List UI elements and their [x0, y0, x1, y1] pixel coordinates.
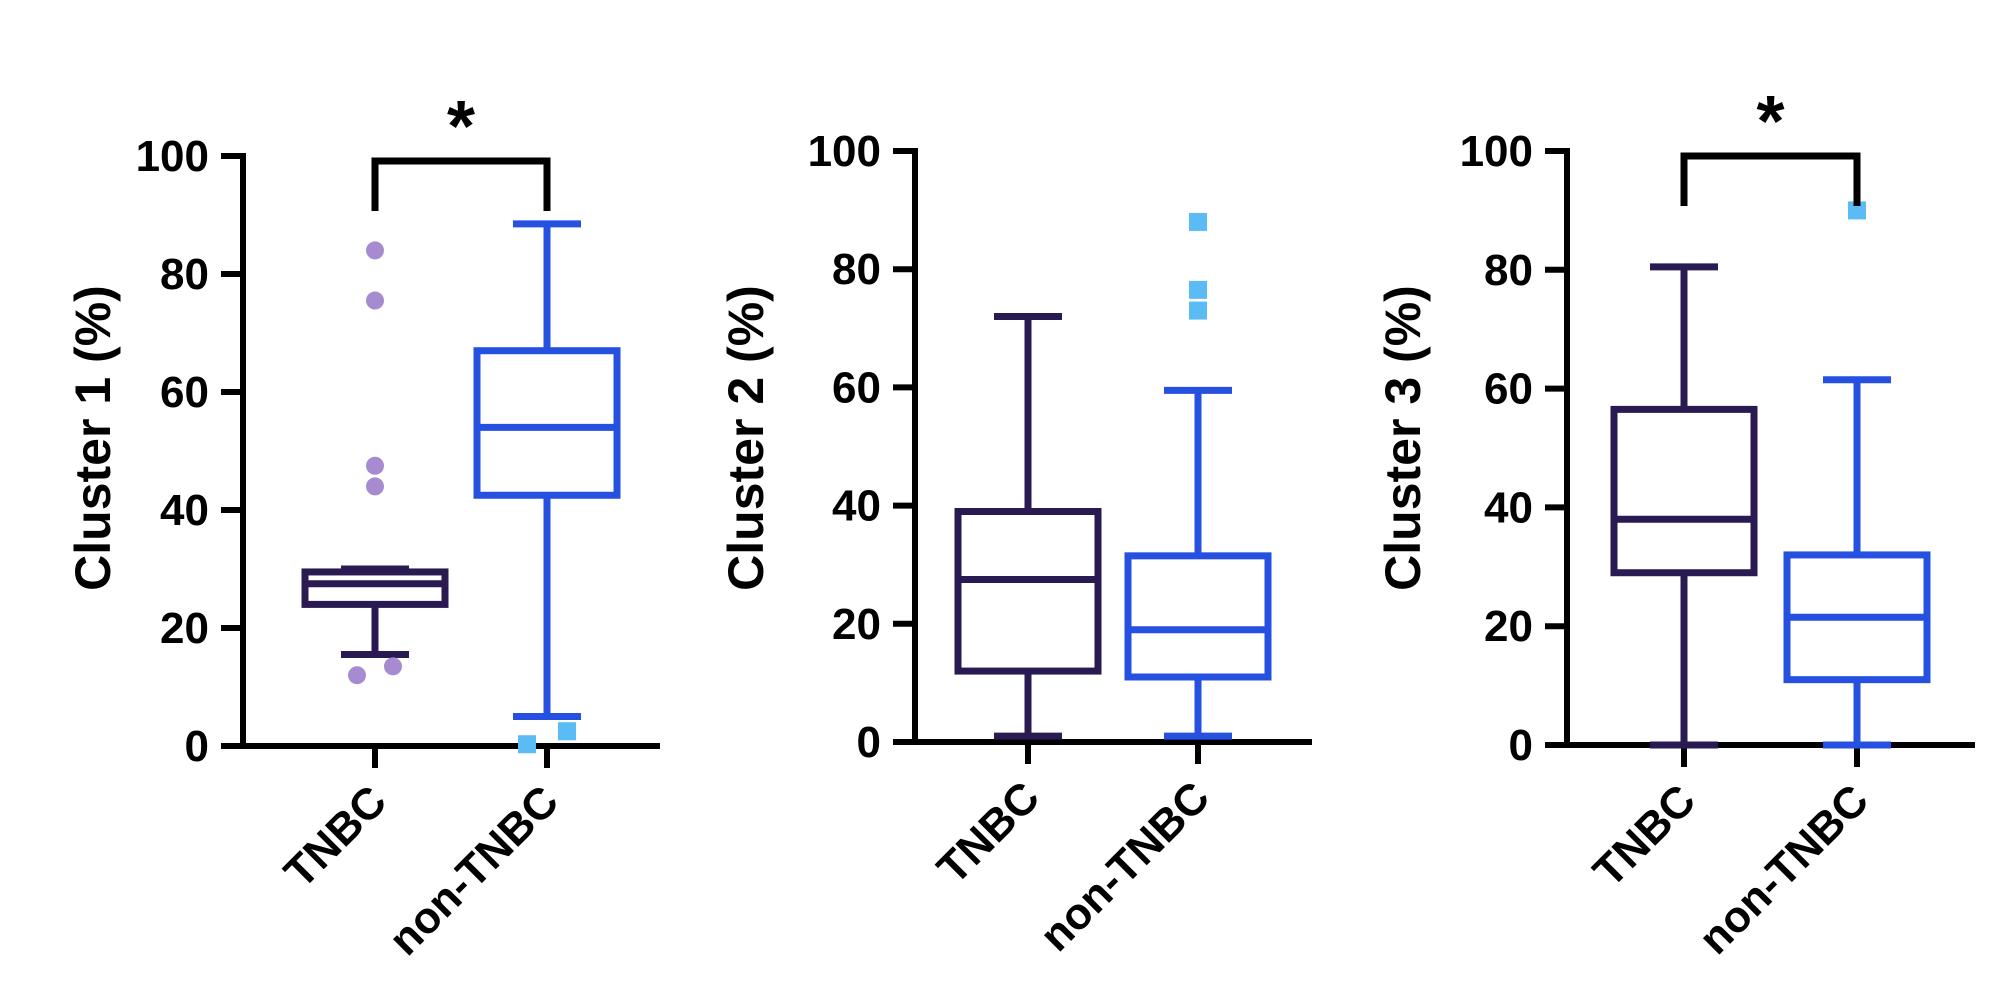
- y-tick-label: 100: [136, 132, 209, 181]
- iqr-box: [473, 347, 621, 499]
- iqr-box: [301, 568, 449, 608]
- box-non-tnbc: [1783, 201, 1931, 749]
- significance-marker: *: [447, 87, 475, 167]
- y-axis-label: Cluster 1 (%): [65, 285, 121, 591]
- outlier-point: [1189, 301, 1207, 320]
- y-tick-label: 0: [185, 722, 209, 771]
- outlier-point: [348, 666, 366, 685]
- y-tick-label: 60: [160, 368, 209, 417]
- y-tick-label: 60: [1484, 365, 1533, 414]
- significance-bracket: *: [371, 87, 551, 211]
- x-category-label: non-TNBC: [1031, 772, 1219, 960]
- y-tick-label: 60: [832, 363, 881, 412]
- y-axis-label: Cluster 3 (%): [1375, 285, 1431, 591]
- y-tick-label: 0: [857, 718, 881, 767]
- outlier-point: [518, 735, 536, 754]
- outlier-point: [366, 241, 384, 260]
- iqr-box: [1610, 405, 1758, 577]
- outlier-point: [1848, 201, 1866, 220]
- y-tick-label: 40: [832, 482, 881, 531]
- y-tick-label: 100: [1460, 127, 1533, 176]
- x-category-label: non-TNBC: [1690, 775, 1878, 963]
- y-tick-label: 80: [160, 250, 209, 299]
- y-tick-label: 40: [160, 486, 209, 535]
- significance-marker: *: [1756, 82, 1784, 162]
- x-category-label: TNBC: [928, 772, 1049, 893]
- y-tick-label: 100: [808, 127, 881, 176]
- iqr-box: [954, 508, 1102, 675]
- significance-bracket: *: [1680, 82, 1861, 206]
- bracket-line: [371, 157, 551, 211]
- outlier-point: [366, 477, 384, 496]
- y-tick-label: 40: [1484, 483, 1533, 532]
- y-axis-label: Cluster 2 (%): [718, 285, 774, 591]
- outlier-point: [558, 722, 576, 741]
- outlier-point: [366, 291, 384, 310]
- y-tick-label: 20: [1484, 602, 1533, 651]
- box-tnbc: [954, 312, 1102, 740]
- box-non-tnbc: [473, 220, 621, 754]
- y-tick-label: 20: [160, 604, 209, 653]
- x-category-label: non-TNBC: [380, 776, 568, 964]
- y-tick-label: 0: [1509, 721, 1533, 770]
- x-category-label: TNBC: [275, 776, 396, 897]
- outlier-point: [366, 456, 384, 475]
- x-category-label: TNBC: [1584, 775, 1705, 896]
- box-tnbc: [1610, 263, 1758, 749]
- y-tick-label: 20: [832, 600, 881, 649]
- box-tnbc: [301, 241, 449, 685]
- outlier-point: [1189, 212, 1207, 231]
- box-non-tnbc: [1124, 212, 1272, 740]
- y-tick-label: 80: [832, 245, 881, 294]
- y-tick-label: 80: [1484, 246, 1533, 295]
- outlier-point: [384, 657, 402, 676]
- iqr-box: [1124, 552, 1272, 681]
- bracket-line: [1680, 152, 1861, 206]
- outlier-point: [1189, 280, 1207, 299]
